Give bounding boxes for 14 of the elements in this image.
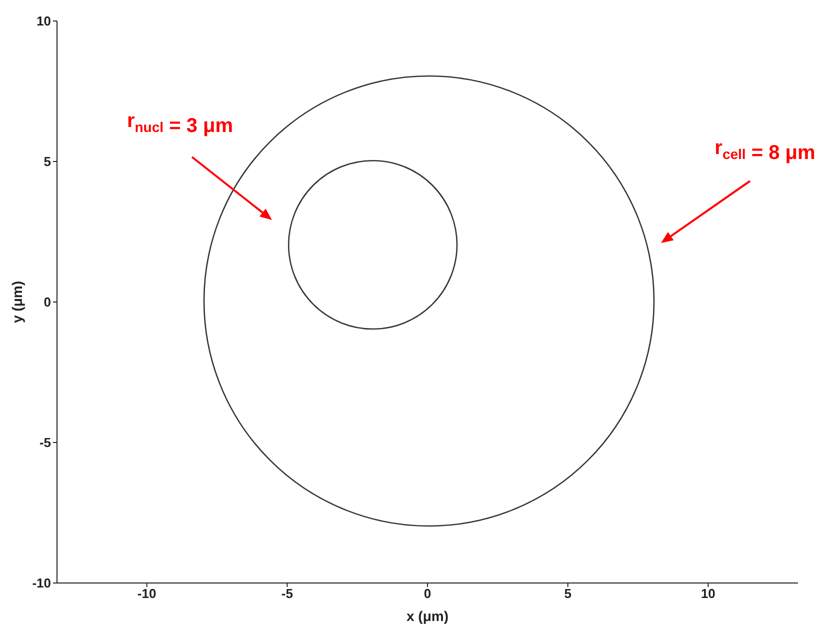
x-axis-title: x (μm) — [406, 608, 449, 624]
y-tick-label: 10 — [36, 14, 51, 29]
x-tick-label: 5 — [564, 586, 572, 602]
y-axis-title: y (μm) — [9, 280, 25, 324]
annotation: r$_{nucl}$ = 3 μm — [126, 110, 234, 137]
x-tick-label: -5 — [281, 586, 293, 602]
x-tick-label: 0 — [424, 586, 432, 602]
y-tick-label: -5 — [39, 435, 51, 450]
annotation: r$_{cell}$ = 8 μm — [714, 137, 816, 164]
y-tick-label: 0 — [44, 294, 51, 310]
x-tick-label: -10 — [137, 586, 156, 602]
y-tick-label: 5 — [44, 154, 51, 170]
x-tick-label: 10 — [700, 586, 716, 602]
y-tick-label: -10 — [32, 576, 51, 591]
